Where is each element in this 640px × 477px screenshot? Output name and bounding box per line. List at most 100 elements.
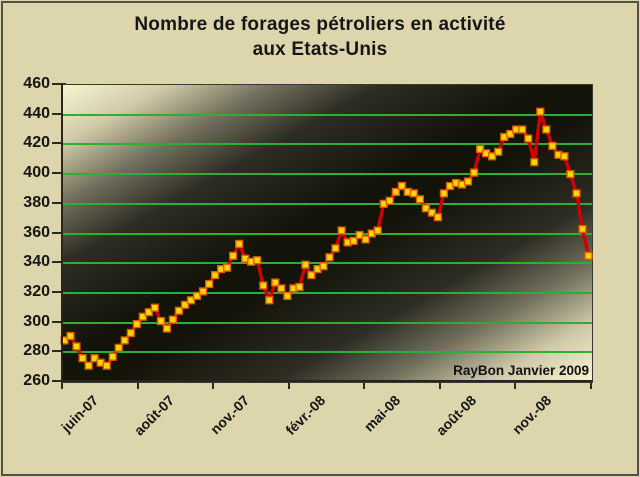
y-axis-label: 360 (23, 223, 50, 241)
data-point-marker (168, 315, 178, 324)
data-point-marker (72, 342, 81, 351)
data-point-marker (126, 328, 135, 338)
x-tick-mark (136, 382, 139, 389)
x-axis-label: mai-08 (360, 392, 404, 435)
data-point-marker (295, 282, 304, 292)
data-point-marker (476, 144, 485, 154)
data-point-marker (90, 354, 99, 363)
x-tick-mark (363, 382, 366, 389)
y-axis-label: 320 (23, 282, 50, 300)
data-point-marker (421, 204, 431, 213)
h-gridline (63, 291, 592, 294)
x-axis-label: févr.-08 (282, 392, 329, 438)
data-point-marker (210, 270, 220, 280)
x-axis-label: août-08 (432, 392, 480, 439)
y-axis-label: 440 (23, 104, 50, 122)
x-tick-mark (61, 382, 63, 389)
data-point-marker (66, 331, 75, 341)
y-tick-mark (52, 380, 66, 382)
data-point-marker (132, 319, 141, 329)
plot-area: RayBon Janvier 2009 (60, 84, 593, 383)
data-point-marker (572, 189, 581, 198)
y-axis-label: 400 (23, 164, 50, 182)
data-point-marker (180, 300, 190, 309)
data-point-marker (361, 235, 370, 244)
data-point-marker (84, 361, 93, 370)
data-point-marker (470, 168, 479, 177)
data-point-marker (439, 189, 449, 198)
y-tick-mark (52, 201, 66, 204)
h-gridline (63, 232, 592, 235)
data-point-marker (578, 224, 587, 234)
y-axis-label: 380 (23, 193, 50, 211)
y-axis-label: 340 (23, 253, 50, 271)
data-point-marker (427, 208, 437, 217)
y-axis-label: 280 (23, 342, 50, 360)
data-point-marker (102, 361, 111, 370)
y-tick-mark (52, 172, 66, 175)
y-tick-mark (52, 261, 66, 264)
data-point-marker (488, 152, 497, 161)
chart-title: Nombre de forages pétroliers en activité… (0, 12, 640, 62)
data-point-marker (120, 336, 129, 345)
data-point-marker (560, 152, 569, 161)
x-tick-mark (514, 382, 517, 389)
y-axis-label: 460 (23, 75, 50, 92)
data-point-marker (536, 107, 545, 116)
y-tick-mark (52, 83, 66, 85)
data-point-marker (186, 296, 196, 305)
data-point-marker (463, 177, 473, 186)
chart-title-line1: Nombre de forages pétroliers en activité (134, 14, 506, 35)
data-point-marker (222, 263, 232, 272)
data-point-marker (518, 125, 527, 134)
data-point-marker (506, 129, 515, 139)
chart-title-line2: aux Etats-Unis (252, 39, 388, 60)
data-point-marker (331, 244, 340, 253)
x-axis-label: août-07 (130, 392, 177, 439)
series-line-chart (60, 107, 593, 370)
x-tick-mark (212, 382, 215, 389)
y-axis-label: 420 (23, 134, 50, 152)
data-point-marker (277, 284, 286, 293)
data-point-marker (259, 281, 268, 290)
x-axis-label: nov.-08 (509, 392, 555, 438)
data-point-marker (524, 134, 533, 143)
data-point-marker (138, 312, 147, 321)
y-tick-mark (52, 142, 66, 145)
data-point-marker (150, 303, 159, 312)
data-point-marker (409, 189, 418, 198)
data-point-marker (253, 256, 262, 265)
h-gridline (63, 113, 592, 116)
x-tick-mark (590, 382, 592, 389)
data-point-marker (542, 125, 551, 134)
data-point-marker (283, 291, 292, 301)
x-tick-mark (438, 382, 441, 389)
data-point-marker (307, 270, 316, 280)
data-point-marker (494, 147, 503, 156)
data-point-marker (391, 187, 400, 197)
data-point-marker (228, 251, 238, 260)
data-point-marker (265, 296, 274, 305)
data-point-marker (271, 278, 280, 287)
data-point-marker (162, 324, 172, 333)
y-tick-mark (52, 320, 66, 323)
y-tick-mark (52, 290, 66, 293)
data-point-marker (198, 287, 208, 296)
h-gridline (63, 351, 592, 354)
data-point-marker (566, 169, 575, 179)
data-point-marker (78, 354, 87, 363)
data-point-marker (433, 213, 443, 222)
data-point-marker (204, 279, 214, 289)
x-axis-label: nov.-07 (207, 392, 253, 438)
data-point-marker (355, 230, 364, 240)
y-tick-mark (52, 350, 66, 353)
y-tick-mark (52, 112, 66, 115)
y-axis-label: 300 (23, 312, 50, 330)
data-point-marker (530, 158, 539, 167)
h-gridline (63, 173, 592, 176)
data-point-marker (144, 308, 153, 317)
series-line (63, 110, 591, 368)
h-gridline (63, 321, 592, 324)
data-point-marker (548, 141, 557, 151)
data-point-marker (156, 316, 166, 326)
